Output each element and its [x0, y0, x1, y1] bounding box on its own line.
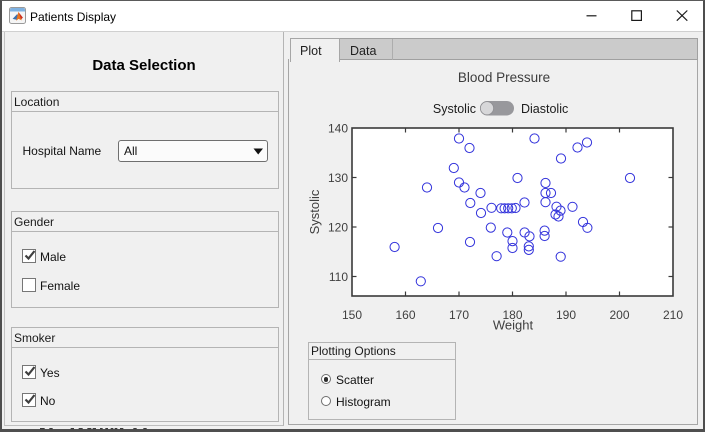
svg-text:200: 200	[609, 308, 629, 322]
svg-text:210: 210	[663, 308, 683, 322]
svg-text:Systolic: Systolic	[433, 102, 476, 116]
svg-text:130: 130	[328, 171, 348, 185]
svg-text:160: 160	[395, 308, 415, 322]
svg-text:150: 150	[342, 308, 362, 322]
svg-text:Diastolic: Diastolic	[521, 102, 568, 116]
svg-text:Blood Pressure: Blood Pressure	[458, 70, 550, 85]
svg-text:180: 180	[502, 308, 522, 322]
svg-text:110: 110	[329, 270, 348, 284]
svg-text:120: 120	[328, 221, 348, 235]
svg-text:Weight: Weight	[493, 318, 534, 333]
svg-text:170: 170	[449, 308, 469, 322]
svg-text:140: 140	[328, 122, 348, 136]
svg-text:Systolic: Systolic	[307, 189, 322, 234]
svg-text:190: 190	[556, 308, 576, 322]
